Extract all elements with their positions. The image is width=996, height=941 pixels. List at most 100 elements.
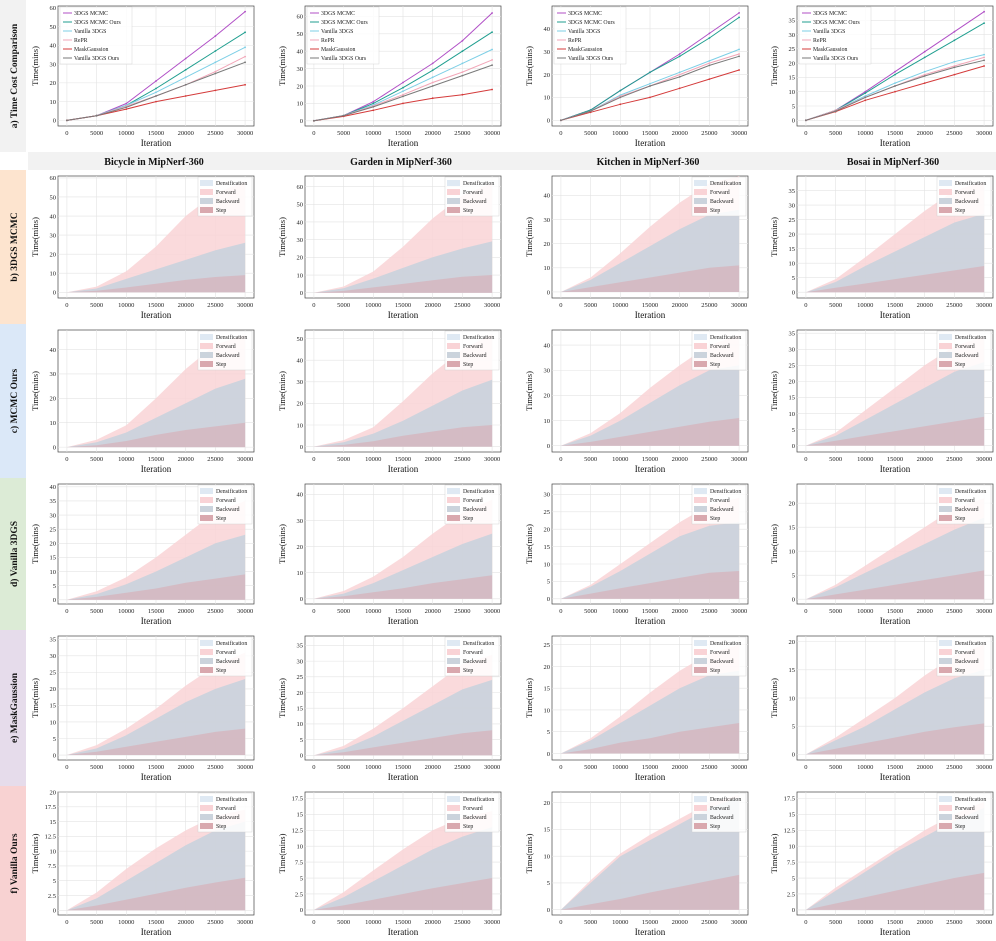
legend-entry: Densification [216,488,247,495]
y-tick-label: 0 [792,907,795,914]
x-tick-label: 15000 [887,919,903,926]
legend-entry: Forward [463,650,483,656]
legend-swatch [939,352,952,358]
x-tick-label: 30000 [484,130,500,137]
legend-entry: Forward [955,806,975,812]
x-tick-label: 20000 [178,302,194,309]
legend: 3DGS MCMC 3DGS MCMC Ours Vanilla 3DGS RePR M… [306,6,380,65]
y-tick-label: 40 [50,347,57,354]
legend-entry: Densification [216,180,247,187]
x-tick-label: 30000 [976,919,992,926]
legend-entry: MaskGaussion [813,47,848,53]
legend-entry: Step [463,824,473,830]
x-tick-label: 30000 [484,456,500,463]
legend-entry: Backward [955,815,979,821]
y-tick-label: 12.5 [45,834,56,841]
y-tick-label: 25 [789,363,796,370]
chart-2-0: 0 5000 10000 15000 20000 25000 30000 0 10 20 30 40 I… [30,329,255,474]
x-tick-label: 0 [559,302,562,309]
legend-swatch [939,515,952,521]
data-point [244,55,247,58]
legend-swatch [694,207,707,213]
x-axis-label: Iteration [635,927,666,937]
legend-entry: MaskGaussion [568,47,603,53]
data-point [983,53,985,56]
x-axis-label: Iteration [141,772,172,782]
y-axis-label: Time(mins) [277,46,287,86]
x-tick-label: 10000 [857,608,873,615]
x-tick-label: 15000 [395,302,411,309]
data-point [619,103,622,106]
y-tick-label: 20 [297,83,304,90]
area-step [805,723,985,755]
legend-box [306,6,380,65]
y-axis-label: Time(mins) [277,678,287,718]
legend-swatch [200,814,213,820]
data-point [431,62,434,65]
y-tick-label: 20 [789,501,796,508]
x-axis-label: Iteration [141,310,172,320]
area-step [560,723,740,754]
legend-swatch [200,506,213,512]
y-tick-label: 2.5 [295,891,303,898]
legend-entry: Step [463,208,473,214]
data-point [738,16,740,19]
x-tick-label: 20000 [425,130,441,137]
y-tick-label: 40 [50,43,57,50]
data-point [155,87,157,90]
legend-swatch [939,497,952,503]
y-axis-label: Time(mins) [769,46,779,86]
legend-entry: Densification [463,488,494,495]
chart-3-3: 0 5000 10000 15000 20000 25000 30000 0 5 10 15 20 It… [769,483,994,626]
legend-entry: Forward [463,498,483,504]
x-tick-label: 20000 [917,130,933,137]
legend-entry: Step [955,208,965,214]
y-tick-label: 15 [50,555,57,562]
data-point [983,65,985,67]
data-point [923,50,926,53]
x-tick-label: 30000 [237,456,253,463]
data-point [738,69,740,71]
y-tick-label: 15 [544,544,551,551]
y-axis-label: Time(mins) [30,833,40,873]
data-point [738,53,740,55]
y-tick-label: 0 [53,118,56,125]
x-tick-label: 5000 [584,764,597,771]
x-tick-label: 5000 [584,608,597,615]
x-tick-label: 30000 [731,130,747,137]
legend-swatch [939,334,952,340]
legend-entry: Densification [710,796,741,803]
legend-entry: Forward [955,498,975,504]
x-axis-label: Iteration [880,772,911,782]
legend-swatch [694,640,707,646]
y-axis-label: Time(mins) [769,524,779,564]
legend-swatch [200,515,213,521]
legend-swatch [447,497,460,503]
x-tick-label: 0 [65,130,68,137]
x-tick-label: 10000 [612,608,628,615]
x-tick-label: 0 [559,764,562,771]
x-tick-label: 25000 [207,456,223,463]
x-tick-label: 20000 [917,456,933,463]
y-tick-label: 0 [792,443,795,450]
y-tick-label: 0 [53,597,56,604]
data-point [953,66,956,69]
data-point [678,71,681,74]
data-point [894,90,896,93]
data-point [184,83,187,86]
legend-entry: Forward [710,190,730,196]
y-tick-label: 17.5 [45,804,56,811]
data-point [864,92,867,94]
y-tick-label: 50 [50,194,57,201]
y-tick-label: 10 [297,570,304,577]
legend-entry: Backward [955,353,979,359]
data-point [953,39,956,42]
x-tick-label: 5000 [337,456,350,463]
legend-swatch [694,506,707,512]
y-tick-label: 0 [547,289,550,296]
data-point [431,85,434,87]
legend-entry: Forward [955,190,975,196]
legend-entry: 3DGS MCMC [74,11,108,17]
y-tick-label: 0 [792,597,795,604]
y-tick-label: 25 [50,526,57,533]
